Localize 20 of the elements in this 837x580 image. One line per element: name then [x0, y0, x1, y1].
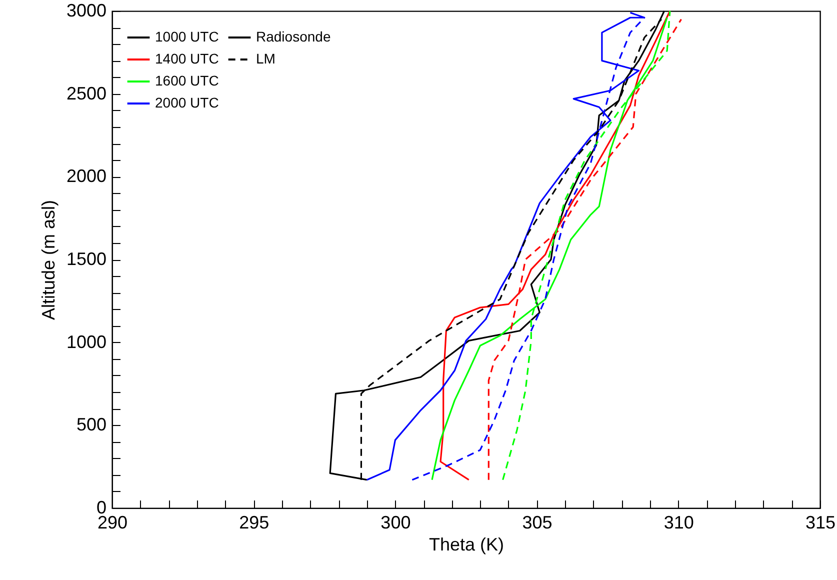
y-tick-label: 2500 [66, 83, 106, 104]
x-tick-label: 295 [239, 512, 270, 532]
x-tick-label: 290 [97, 512, 128, 532]
x-tick-label: 300 [380, 512, 411, 532]
legend-label: 1400 UTC [155, 50, 219, 66]
legend-label: 1000 UTC [155, 28, 219, 44]
y-axis-title: Altitude (m asl) [38, 200, 58, 320]
x-tick-label: 305 [522, 512, 552, 532]
legend-label: 1600 UTC [155, 72, 219, 88]
y-tick-label: 500 [76, 414, 106, 435]
x-tick-label: 315 [805, 512, 836, 532]
y-tick-label: 2000 [66, 166, 106, 186]
x-tick-label: 310 [664, 512, 694, 532]
y-tick-label: 1000 [66, 332, 106, 352]
y-tick-label: 1500 [66, 249, 106, 269]
legend-label: 2000 UTC [155, 94, 219, 110]
y-tick-label: 3000 [66, 0, 106, 20]
x-axis-title: Theta (K) [428, 534, 504, 554]
annotation: LM [256, 50, 276, 66]
annotation: Radiosonde [256, 28, 331, 44]
